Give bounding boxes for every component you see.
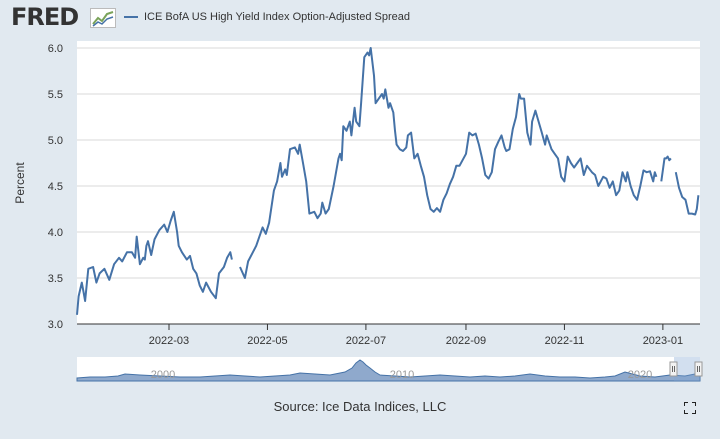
navigator-labels: 2000 2010 2020: [151, 369, 652, 381]
source-caption: Source: Ice Data Indices, LLC: [273, 399, 447, 414]
navigator-series-area: [76, 359, 701, 382]
navigator-label: 2000: [151, 369, 175, 381]
fred-chart-icon: [90, 8, 116, 28]
navigator-right-handle[interactable]: [694, 361, 703, 377]
y-axis-ticks: 3.0 3.5 4.0 4.5 5.0 5.5 6.0: [48, 43, 63, 331]
fred-logo[interactable]: FRED: [11, 3, 79, 31]
y-tick-label: 4.0: [48, 227, 63, 239]
x-tick-label: 2022-03: [149, 335, 189, 347]
y-tick-label: 3.0: [48, 319, 63, 331]
navigator-left-handle[interactable]: [669, 361, 678, 377]
legend-line-swatch: [124, 16, 138, 19]
legend-series-label: ICE BofA US High Yield Index Option-Adju…: [144, 11, 410, 23]
x-axis-ticks: 2022-03 2022-05 2022-07 2022-09 2022-11 2023-…: [77, 323, 700, 347]
navigator[interactable]: 2000 2010 2020: [76, 357, 703, 382]
plot-background: [77, 41, 700, 324]
x-tick-label: 2023-01: [643, 335, 683, 347]
y-tick-label: 3.5: [48, 273, 63, 285]
y-tick-label: 5.0: [48, 135, 63, 147]
y-tick-label: 4.5: [48, 181, 63, 193]
navigator-label: 2020: [628, 369, 652, 381]
x-tick-label: 2022-07: [346, 335, 386, 347]
y-tick-label: 6.0: [48, 43, 63, 55]
chart-header: FRED ICE BofA US High Yield Index Option…: [0, 0, 720, 40]
series-path[interactable]: [76, 47, 700, 315]
x-tick-label: 2022-09: [446, 335, 486, 347]
navigator-label: 2010: [390, 369, 414, 381]
fullscreen-icon[interactable]: [684, 402, 696, 414]
y-tick-label: 5.5: [48, 89, 63, 101]
x-tick-label: 2022-11: [545, 335, 585, 347]
x-tick-label: 2022-05: [247, 335, 287, 347]
y-axis-label: Percent: [13, 162, 27, 204]
legend[interactable]: ICE BofA US High Yield Index Option-Adju…: [124, 11, 410, 23]
series-line: [76, 47, 700, 315]
